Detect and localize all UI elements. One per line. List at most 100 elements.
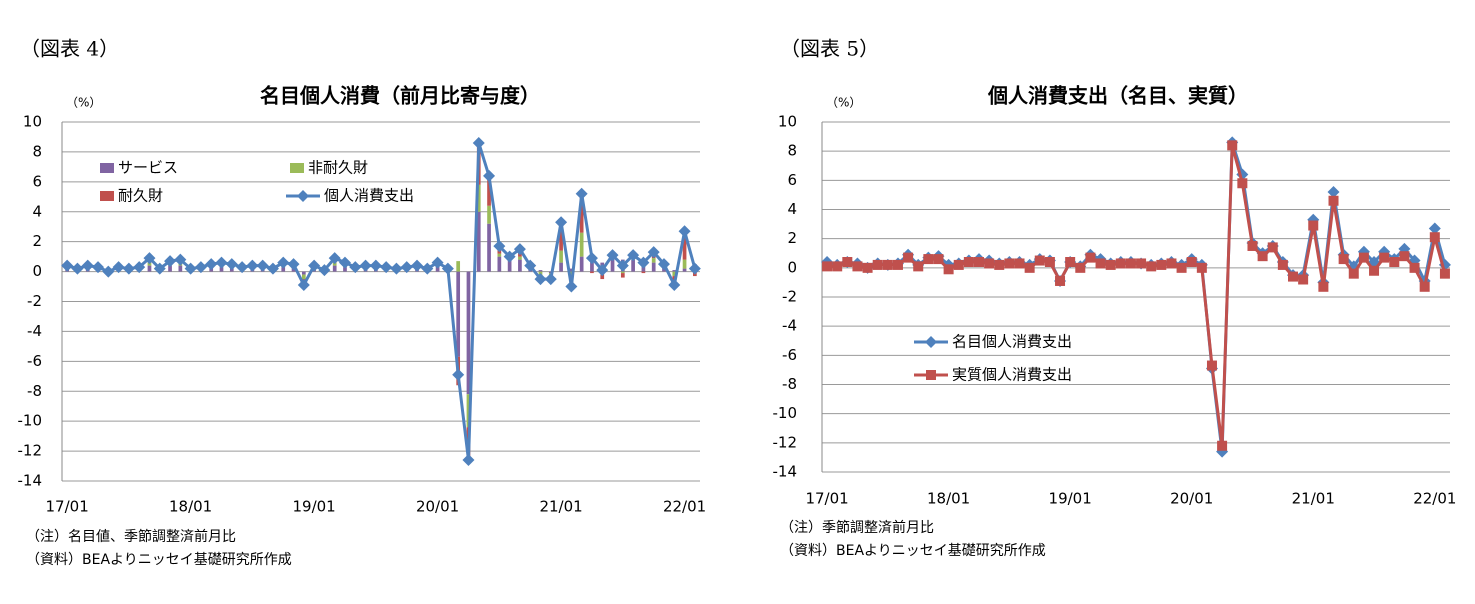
marker <box>184 262 197 275</box>
marker <box>534 273 547 286</box>
marker <box>308 259 321 272</box>
marker <box>1348 268 1359 279</box>
legend-swatch <box>100 191 114 201</box>
marker <box>1146 261 1157 272</box>
marker <box>943 264 954 275</box>
y-tick-label: 8 <box>787 142 797 160</box>
marker <box>441 262 454 275</box>
marker <box>369 259 382 272</box>
y-tick-label: 10 <box>23 113 42 131</box>
marker <box>246 259 259 272</box>
marker <box>555 216 568 229</box>
marker <box>390 262 403 275</box>
marker <box>472 136 485 149</box>
marker <box>133 261 146 274</box>
y-tick-label: -6 <box>782 346 797 364</box>
bar-segment <box>590 258 594 272</box>
bar-segment <box>518 256 522 260</box>
marker <box>452 368 465 381</box>
marker <box>1257 251 1268 262</box>
marker <box>963 257 974 267</box>
marker <box>1429 232 1440 243</box>
x-tick-label: 17/01 <box>805 490 848 508</box>
marker <box>678 225 691 238</box>
x-tick-label: 21/01 <box>1292 490 1335 508</box>
marker <box>359 259 372 272</box>
marker <box>297 190 309 202</box>
line <box>827 144 1447 446</box>
y-tick-label: -6 <box>27 352 42 370</box>
marker <box>1044 257 1055 267</box>
bar-segment <box>487 175 491 206</box>
marker <box>266 262 279 275</box>
marker <box>974 257 984 267</box>
bar-segment <box>682 231 687 260</box>
marker <box>411 259 424 272</box>
bar-segment <box>620 271 625 274</box>
y-tick-label: -12 <box>773 433 798 451</box>
marker <box>483 169 496 182</box>
marker <box>1136 258 1147 269</box>
x-tick-label: 22/01 <box>663 498 706 516</box>
bar-segment <box>579 232 584 257</box>
bar-segment <box>343 267 347 272</box>
marker <box>277 256 290 269</box>
marker <box>842 257 853 267</box>
marker <box>688 262 701 275</box>
bar-segment <box>456 261 461 272</box>
y-tick-label: 2 <box>32 232 42 250</box>
marker <box>1075 262 1086 273</box>
marker <box>994 259 1005 270</box>
bar-segment <box>631 259 635 272</box>
bar-segment <box>219 267 224 272</box>
marker <box>1055 275 1066 286</box>
bar-segment <box>682 268 687 272</box>
marker <box>953 259 964 270</box>
marker <box>164 255 177 268</box>
bar-segment <box>610 258 615 272</box>
marker <box>462 454 475 467</box>
marker <box>1085 252 1096 263</box>
marker <box>236 261 249 274</box>
x-tick-label: 18/01 <box>169 498 212 516</box>
marker <box>1327 186 1340 198</box>
y-tick-label: -10 <box>773 404 798 422</box>
marker <box>400 261 413 274</box>
bar-segment <box>332 265 337 272</box>
marker <box>81 259 94 272</box>
marker <box>616 259 629 272</box>
y-tick-label: 0 <box>32 262 42 280</box>
legend-label: サービス <box>118 159 178 177</box>
marker <box>1176 262 1187 273</box>
bar-segment <box>466 394 471 428</box>
legend-label: 実質個人消費支出 <box>952 366 1072 384</box>
marker <box>1105 259 1116 270</box>
marker <box>524 259 537 272</box>
marker <box>1409 262 1420 273</box>
marker <box>256 259 269 272</box>
bar-segment <box>600 274 605 280</box>
legend-label: 耐久財 <box>118 187 163 205</box>
marker <box>1288 271 1298 282</box>
marker <box>1186 257 1197 267</box>
legend-swatch <box>100 163 114 173</box>
marker <box>657 258 670 271</box>
marker <box>1247 240 1258 251</box>
note: （資料）BEAよりニッセイ基礎研究所作成 <box>780 542 1046 559</box>
x-tick-label: 17/01 <box>46 498 89 516</box>
marker <box>1277 259 1288 270</box>
bar-segment <box>487 223 491 272</box>
marker <box>92 261 105 274</box>
marker <box>575 187 588 200</box>
y-tick-label: -4 <box>782 317 797 335</box>
bar-segment <box>579 193 584 233</box>
marker <box>421 262 434 275</box>
marker <box>1024 262 1035 273</box>
marker <box>627 249 640 262</box>
y-tick-label: -2 <box>27 292 42 310</box>
bar-segment <box>590 271 594 274</box>
marker <box>71 262 84 275</box>
bar-segment <box>497 253 502 257</box>
marker <box>349 261 362 274</box>
